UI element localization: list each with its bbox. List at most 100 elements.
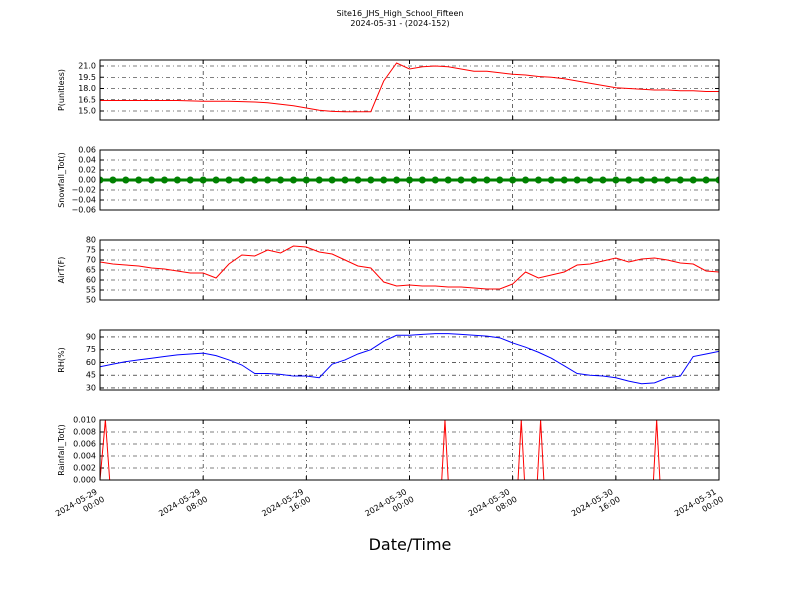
plot-frame	[99, 149, 720, 211]
series-marker	[625, 176, 633, 184]
series-line	[100, 420, 719, 480]
series-marker	[444, 176, 452, 184]
series-marker	[251, 176, 259, 184]
y-tick-label: 0.000	[73, 476, 96, 485]
plot-area	[100, 176, 719, 184]
series-marker	[315, 176, 323, 184]
y-tick-label: 0.02	[78, 166, 96, 175]
y-tick-label: 80	[86, 236, 96, 245]
series-marker	[509, 176, 517, 184]
series-marker	[109, 176, 117, 184]
y-axis-label: AirT(F)	[57, 257, 66, 284]
y-axis-label: Snowfall_Tot()	[57, 152, 66, 208]
series-marker	[148, 176, 156, 184]
series-marker	[418, 176, 426, 184]
plot-frame	[99, 239, 720, 301]
title: Site16_JHS_High_School_Fifteen	[337, 9, 464, 18]
series-marker	[212, 176, 220, 184]
series-marker	[651, 176, 659, 184]
y-tick-label: 0.010	[73, 416, 96, 425]
y-tick-label: 65	[86, 266, 96, 275]
y-tick-label: −0.02	[71, 186, 96, 195]
y-tick-label: 0.06	[78, 146, 96, 155]
y-tick-label: 55	[86, 286, 96, 295]
series-marker	[689, 176, 697, 184]
series-marker	[354, 176, 362, 184]
plot-frame	[99, 419, 720, 481]
series-marker	[638, 176, 646, 184]
series-marker	[586, 176, 594, 184]
series-marker	[367, 176, 375, 184]
series-marker	[289, 176, 297, 184]
x-axis-label: Date/Time	[369, 535, 452, 554]
series-marker	[238, 176, 246, 184]
plot-frame	[99, 329, 720, 391]
series-marker	[547, 176, 555, 184]
series-line	[100, 333, 719, 385]
subtitle: 2024-05-31 - (2024-152)	[350, 19, 449, 28]
series-marker	[715, 176, 719, 184]
series-marker	[406, 176, 413, 184]
y-tick-label: 0.008	[73, 428, 96, 437]
series-marker	[264, 176, 272, 184]
x-tick-label: 2024-05-31 00:00	[673, 486, 725, 527]
series-line	[100, 245, 719, 290]
series-marker	[431, 176, 439, 184]
series-marker	[199, 176, 207, 184]
y-tick-label: 15.0	[78, 107, 96, 116]
series-marker	[341, 176, 349, 184]
series-marker	[612, 176, 620, 184]
plot-area	[100, 62, 719, 113]
plot-area	[100, 420, 719, 480]
series-marker	[302, 176, 310, 184]
series-marker	[496, 176, 504, 184]
plot-area	[100, 333, 719, 385]
y-tick-label: −0.06	[71, 206, 96, 215]
y-tick-label: 60	[86, 276, 96, 285]
y-axis-label: P(unitless)	[57, 69, 66, 111]
x-tick-label: 2024-05-29 08:00	[157, 486, 209, 527]
series-marker	[328, 176, 336, 184]
series-marker	[702, 176, 710, 184]
x-tick-label: 2024-05-29 16:00	[260, 486, 312, 527]
y-tick-label: 0.006	[73, 440, 96, 449]
y-tick-label: 0.004	[73, 452, 96, 461]
y-tick-label: 30	[86, 383, 96, 392]
y-tick-label: 45	[86, 371, 96, 380]
y-tick-label: 90	[86, 332, 96, 341]
x-tick-label: 2024-05-30 08:00	[467, 486, 519, 527]
y-tick-label: 0.04	[78, 156, 96, 165]
series-marker	[599, 176, 607, 184]
y-tick-label: 75	[86, 246, 96, 255]
y-tick-label: 16.5	[78, 95, 96, 104]
y-axis-label: Rainfall_Tot()	[57, 424, 66, 476]
series-marker	[522, 176, 530, 184]
y-tick-label: 21.0	[78, 62, 96, 71]
series-marker	[573, 176, 581, 184]
y-tick-label: 70	[86, 256, 96, 265]
plot-area	[100, 245, 719, 290]
series-marker	[470, 176, 478, 184]
series-marker	[393, 176, 401, 184]
y-tick-label: 18.0	[78, 84, 96, 93]
y-tick-label: 0.002	[73, 464, 96, 473]
series-marker	[160, 176, 168, 184]
series-marker	[277, 176, 285, 184]
series-line	[100, 62, 719, 113]
series-marker	[135, 176, 143, 184]
y-tick-label: 75	[86, 345, 96, 354]
series-marker	[225, 176, 233, 184]
x-tick-label: 2024-05-30 00:00	[364, 486, 416, 527]
series-marker	[186, 176, 194, 184]
x-tick-label: 2024-05-29 00:00	[54, 486, 106, 527]
series-marker	[560, 176, 568, 184]
y-tick-label: −0.04	[71, 196, 96, 205]
y-tick-label: 60	[86, 358, 96, 367]
series-marker	[173, 176, 181, 184]
y-tick-label: 0.00	[78, 176, 96, 185]
series-marker	[100, 176, 104, 184]
series-marker	[663, 176, 671, 184]
x-tick-label: 2024-05-30 16:00	[570, 486, 622, 527]
